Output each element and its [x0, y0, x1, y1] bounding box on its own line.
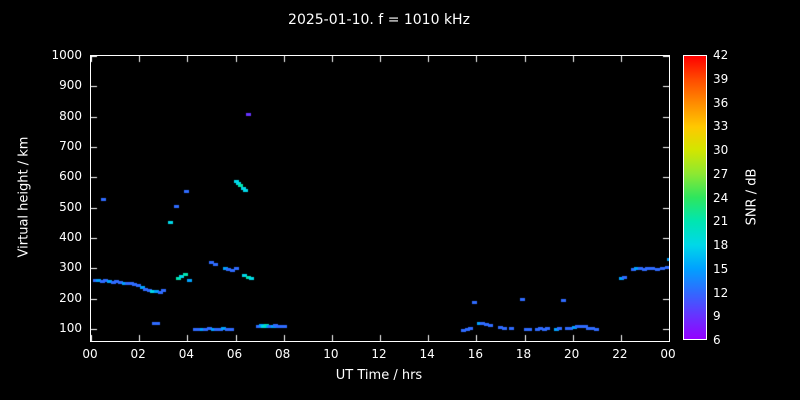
x-tick-label: 06 [226, 347, 243, 361]
colorbar-tick-label: 30 [713, 143, 729, 157]
colorbar-label: SNR / dB [744, 168, 760, 226]
scatter-canvas [90, 55, 670, 342]
x-tick-label: 08 [275, 347, 291, 361]
y-tick-label: 200 [59, 290, 82, 305]
x-tick-label: 02 [130, 347, 146, 361]
x-tick-label: 20 [564, 347, 580, 361]
x-tick-label: 00 [82, 347, 98, 361]
x-tick-label: 10 [323, 347, 339, 361]
colorbar [683, 55, 707, 340]
y-tick-label: 100 [59, 320, 82, 335]
x-tick-label: 22 [612, 347, 628, 361]
chart-title: 2025-01-10. f = 1010 kHz [288, 12, 470, 28]
colorbar-tick-label: 27 [713, 166, 729, 181]
y-tick-label: 800 [59, 108, 82, 123]
y-tick-label: 700 [59, 138, 82, 153]
y-tick-label: 500 [59, 199, 82, 214]
colorbar-tick-label: 42 [713, 48, 729, 62]
colorbar-tick-label: 36 [713, 95, 729, 110]
y-tick-label: 600 [59, 169, 82, 184]
x-tick-label: 12 [371, 347, 387, 361]
x-tick-label: 16 [467, 347, 483, 361]
x-tick-label: 14 [419, 347, 435, 361]
colorbar-tick-label: 18 [713, 238, 729, 252]
y-tick-label: 300 [59, 260, 82, 275]
colorbar-tick-label: 12 [713, 285, 729, 300]
colorbar-tick-label: 21 [713, 214, 729, 229]
colorbar-tick-label: 6 [713, 333, 721, 347]
y-tick-label: 1000 [51, 48, 82, 62]
colorbar-tick-label: 15 [713, 261, 729, 276]
y-tick-label: 400 [59, 229, 82, 244]
x-tick-label: 04 [178, 347, 194, 361]
colorbar-tick-label: 39 [713, 71, 729, 86]
colorbar-tick-label: 33 [713, 119, 729, 134]
plot-area [90, 55, 670, 342]
colorbar-tick-label: 9 [713, 309, 721, 324]
y-tick-label: 900 [59, 78, 82, 93]
x-tick-label: 00 [660, 347, 676, 361]
colorbar-tick-label: 24 [713, 190, 729, 205]
x-axis-label: UT Time / hrs [335, 368, 423, 383]
x-tick-label: 18 [515, 347, 532, 361]
y-axis-label: Virtual height / km [16, 136, 32, 258]
